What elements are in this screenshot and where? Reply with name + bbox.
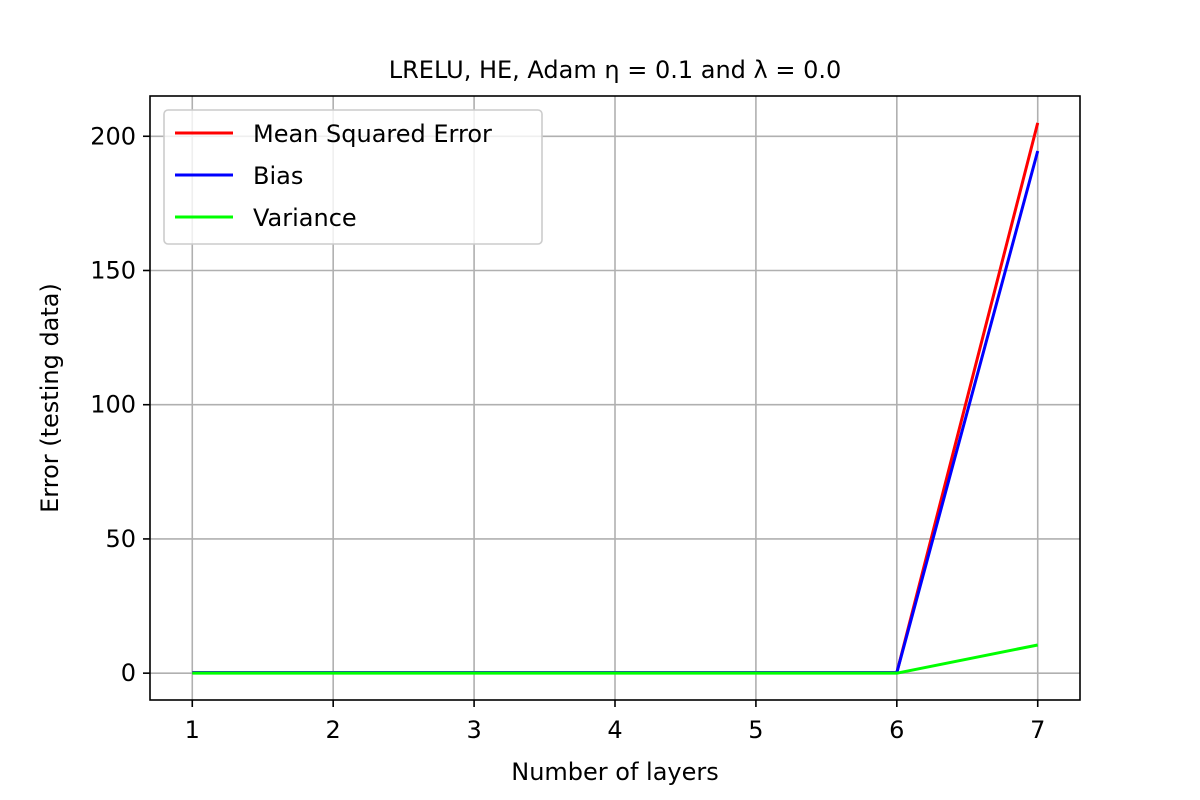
legend-label-0: Mean Squared Error bbox=[253, 120, 492, 148]
y-tick-label: 0 bbox=[121, 659, 136, 687]
x-tick-label: 7 bbox=[1030, 716, 1045, 744]
x-axis: 1 2 3 4 5 6 7 bbox=[185, 700, 1045, 744]
y-axis-label: Error (testing data) bbox=[36, 283, 64, 513]
x-tick-label: 6 bbox=[889, 716, 904, 744]
series-line-2 bbox=[192, 643, 1039, 675]
x-axis-label: Number of layers bbox=[511, 758, 719, 786]
x-tick-label: 2 bbox=[326, 716, 341, 744]
x-tick-label: 5 bbox=[748, 716, 763, 744]
legend-label-1: Bias bbox=[253, 162, 303, 190]
legend-box bbox=[163, 109, 543, 245]
series-group bbox=[192, 122, 1040, 675]
legend: Mean Squared Error Bias Variance bbox=[163, 109, 543, 245]
y-tick-label: 200 bbox=[90, 122, 136, 150]
y-tick-label: 150 bbox=[90, 256, 136, 284]
x-tick-label: 1 bbox=[185, 716, 200, 744]
y-tick-label: 100 bbox=[90, 391, 136, 419]
y-axis: 0 50 100 150 200 bbox=[90, 122, 150, 687]
x-tick-label: 4 bbox=[607, 716, 622, 744]
y-tick-label: 50 bbox=[105, 525, 136, 553]
legend-label-2: Variance bbox=[253, 204, 357, 232]
chart-title: LRELU, HE, Adam η = 0.1 and λ = 0.0 bbox=[389, 56, 842, 84]
x-tick-label: 3 bbox=[466, 716, 481, 744]
